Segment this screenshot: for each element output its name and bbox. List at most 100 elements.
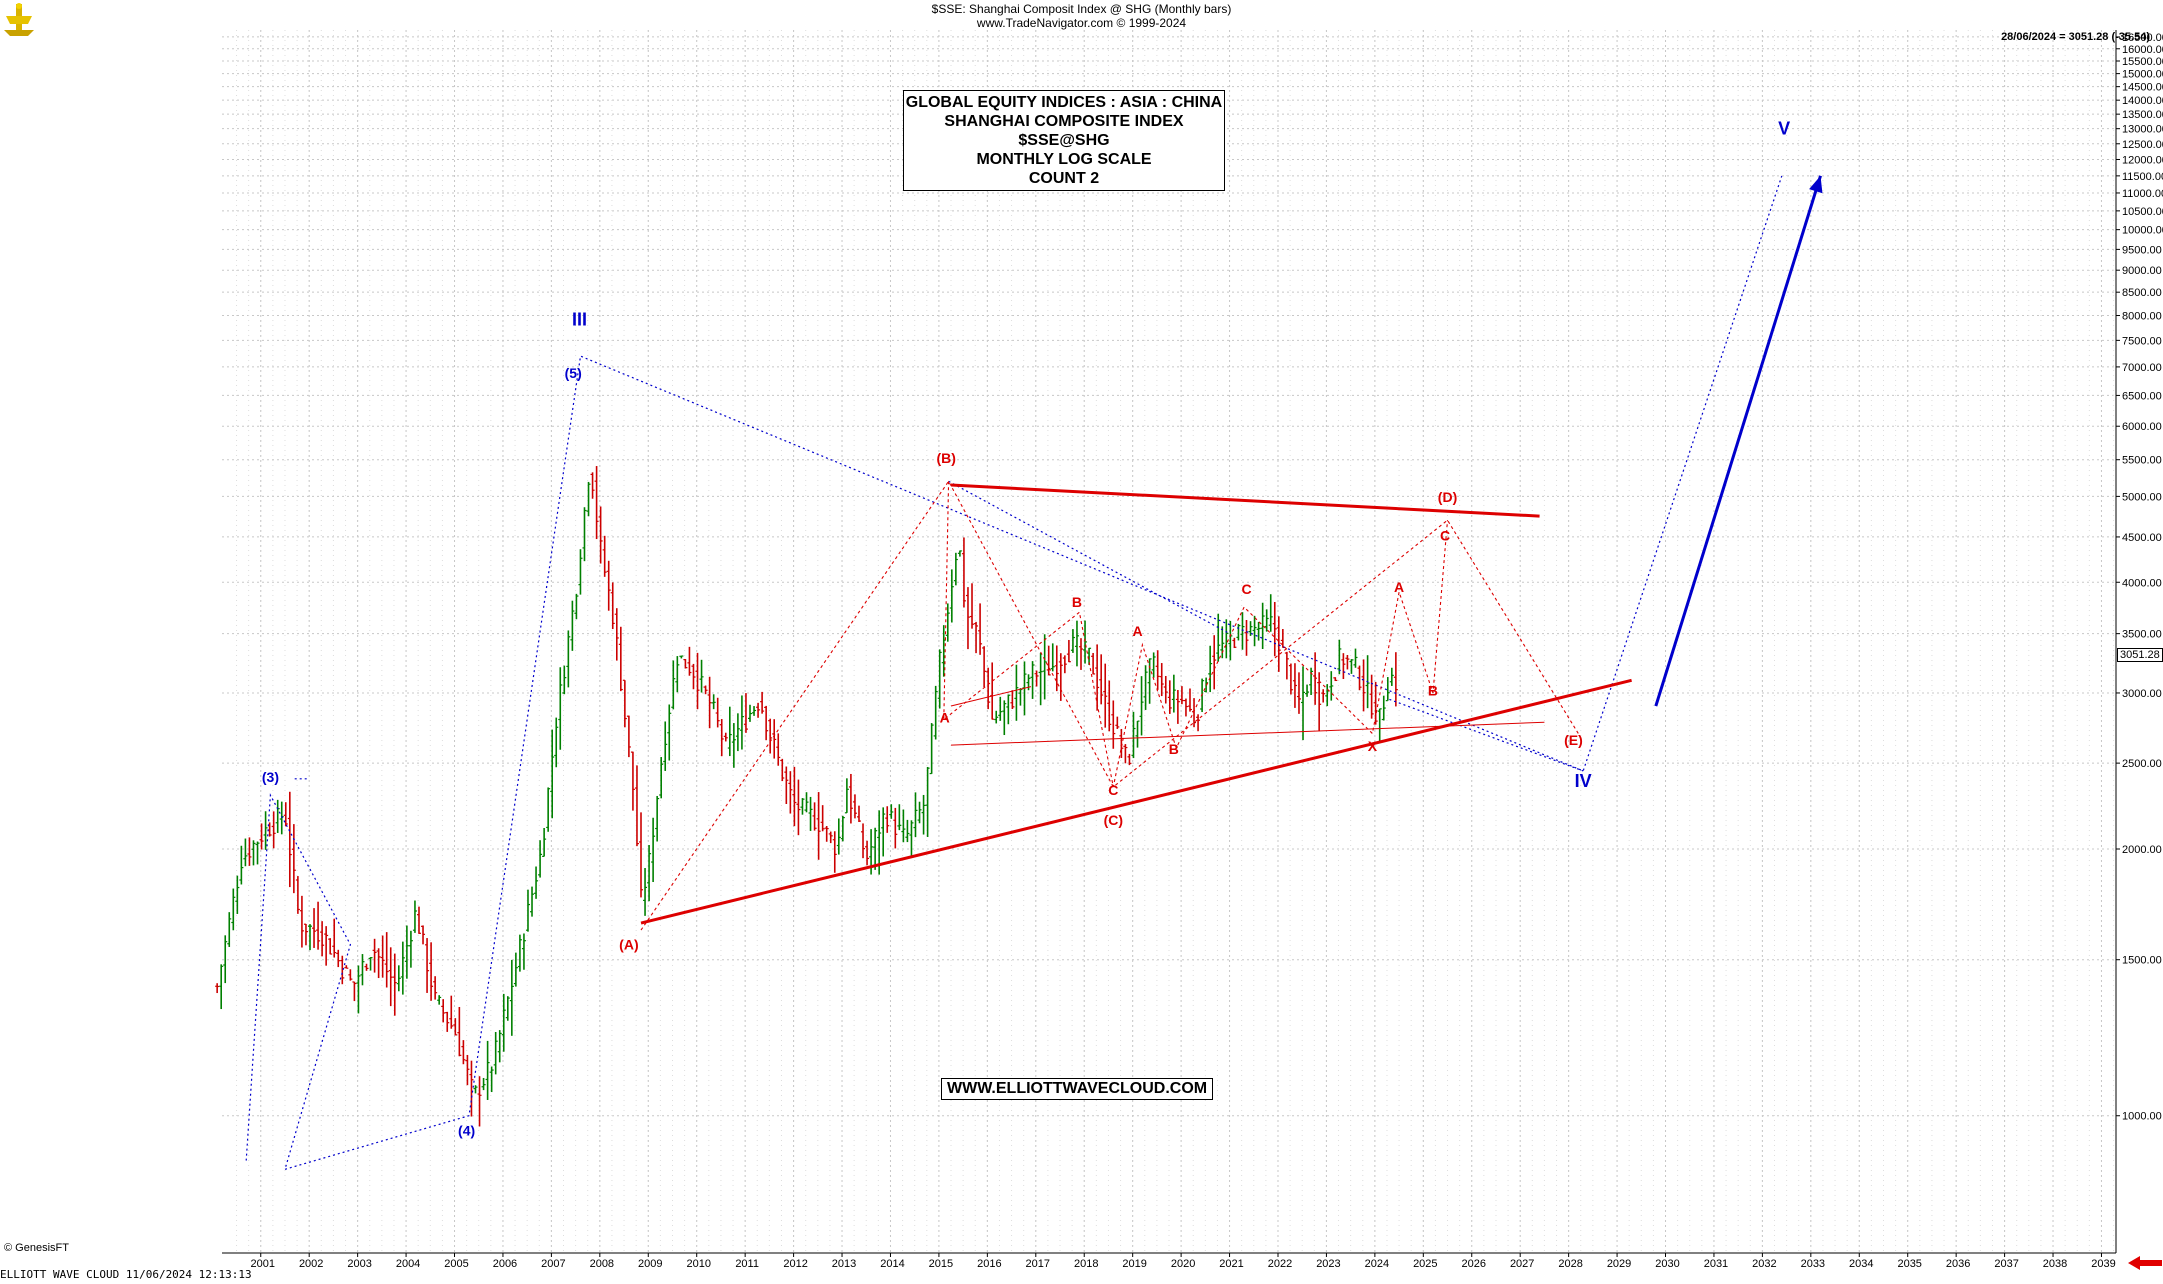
x-tick-label: 2008 (590, 1258, 614, 1270)
wave-label: III (572, 309, 587, 329)
chart-header-title: $SSE: Shanghai Composit Index @ SHG (Mon… (931, 2, 1232, 16)
y-tick-label: 11000.00 (2122, 188, 2163, 200)
info-line-5: COUNT 2 (1028, 170, 1100, 187)
x-tick-label: 2026 (1462, 1258, 1486, 1270)
red-wave-path (640, 480, 1579, 931)
x-tick-label: 2025 (1413, 1258, 1437, 1270)
y-tick-label: 10500.00 (2122, 206, 2163, 218)
x-tick-label: 2003 (347, 1258, 371, 1270)
wave-label: (5) (565, 365, 582, 381)
y-tick-label: 8500.00 (2122, 287, 2162, 299)
footer-caption: ELLIOTT WAVE CLOUD 11/06/2024 12:13:13 (0, 1268, 252, 1281)
price-bars (215, 466, 1398, 1127)
y-tick-label: 11500.00 (2122, 171, 2163, 183)
x-tick-label: 2019 (1122, 1258, 1146, 1270)
x-tick-label: 2001 (251, 1258, 275, 1270)
x-tick-label: 2033 (1801, 1258, 1825, 1270)
x-tick-label: 2037 (1994, 1258, 2018, 1270)
trade-navigator-logo-icon (4, 3, 34, 36)
blue-wave-path (245, 793, 352, 1170)
last-value-box: 3051.28 (2117, 648, 2163, 662)
scroll-arrow-left-icon[interactable] (2128, 1256, 2162, 1270)
y-tick-label: 4000.00 (2122, 577, 2162, 589)
y-tick-label: 7000.00 (2122, 362, 2162, 374)
wave-label: (3) (262, 769, 279, 785)
x-tick-label: 2035 (1897, 1258, 1921, 1270)
axes: 1000.00 1500.00 2000.00 2500.00 3000.00 3500.… (222, 30, 2163, 1270)
x-tick-label: 2014 (880, 1258, 904, 1270)
wave-label: X (1368, 738, 1378, 754)
wave-label: B (1072, 594, 1082, 610)
wave-label: A (1394, 579, 1404, 595)
y-tick-label: 2000.00 (2122, 844, 2162, 856)
y-tick-label: 6000.00 (2122, 421, 2162, 433)
x-tick-label: 2023 (1316, 1258, 1340, 1270)
x-tick-label: 2034 (1849, 1258, 1873, 1270)
x-tick-label: 2038 (2043, 1258, 2067, 1270)
website-url-box: WWW.ELLIOTTWAVECLOUD.COM (941, 1078, 1214, 1100)
x-tick-label: 2015 (929, 1258, 953, 1270)
x-tick-label: 2018 (1074, 1258, 1098, 1270)
wave-lines (245, 175, 1823, 1170)
y-tick-label: 9000.00 (2122, 265, 2162, 277)
x-tick-label: 2009 (638, 1258, 662, 1270)
blue-wave-path (1389, 698, 1584, 772)
x-tick-label: 2011 (735, 1258, 759, 1270)
y-tick-label: 14500.00 (2122, 82, 2163, 94)
info-line-3: $SSE@SHG (1018, 132, 1110, 149)
x-tick-label: 2006 (493, 1258, 517, 1270)
info-line-4: MONTHLY LOG SCALE (976, 151, 1152, 168)
chart-info-box: GLOBAL EQUITY INDICES : ASIA : CHINA SHA… (903, 90, 1225, 191)
y-tick-label: 6500.00 (2122, 390, 2162, 402)
blue-wave-path (948, 480, 1230, 635)
y-tick-label: 13000.00 (2122, 124, 2163, 136)
y-tick-label: 8000.00 (2122, 311, 2162, 323)
y-tick-label: 10000.00 (2122, 225, 2163, 237)
y-tick-label: 1500.00 (2122, 955, 2162, 967)
x-tick-label: 2020 (1171, 1258, 1195, 1270)
wave-labels: III (5) (3) (4) V IV (A) (B) (C) (D) (E) A B C A B C X A B C (262, 119, 1790, 1139)
wave-label: V (1778, 119, 1790, 139)
chart-header-copyright: www.TradeNavigator.com © 1999-2024 (976, 16, 1187, 30)
wave-label: (4) (458, 1122, 475, 1138)
y-tick-label: 1000.00 (2122, 1111, 2162, 1123)
data-credit: © GenesisFT (4, 1242, 69, 1254)
y-tick-label: 12000.00 (2122, 154, 2163, 166)
wave-label: (E) (1564, 732, 1583, 748)
x-tick-label: 2030 (1655, 1258, 1679, 1270)
y-tick-label: 15500.00 (2122, 56, 2163, 68)
x-tick-label: 2016 (977, 1258, 1001, 1270)
y-tick-label: 9500.00 (2122, 244, 2162, 256)
y-tick-label: 5000.00 (2122, 491, 2162, 503)
red-trendline (951, 721, 1545, 746)
wave-label: IV (1575, 771, 1592, 791)
info-line-2: SHANGHAI COMPOSITE INDEX (944, 113, 1184, 130)
x-tick-label: 2027 (1510, 1258, 1534, 1270)
chart-grid (222, 30, 2116, 1253)
wave-label: C (1241, 581, 1251, 597)
x-tick-label: 2039 (2091, 1258, 2115, 1270)
y-tick-label: 4500.00 (2122, 532, 2162, 544)
x-tick-label: 2005 (444, 1258, 468, 1270)
blue-wave-path (284, 175, 1783, 1170)
y-tick-label: 16000.00 (2122, 44, 2163, 56)
x-tick-label: 2010 (686, 1258, 710, 1270)
x-tick-label: 2013 (832, 1258, 856, 1270)
x-tick-label: 2022 (1268, 1258, 1292, 1270)
y-tick-label: 14000.00 (2122, 95, 2163, 107)
projection-arrow-line (1654, 175, 1822, 707)
x-tick-label: 2036 (1946, 1258, 1970, 1270)
y-tick-label: 5500.00 (2122, 455, 2162, 467)
y-tick-label: 3500.00 (2122, 629, 2162, 641)
x-tick-label: 2012 (783, 1258, 807, 1270)
x-tick-label: 2028 (1558, 1258, 1582, 1270)
wave-label: (D) (1438, 489, 1457, 505)
x-tick-label: 2021 (1219, 1258, 1243, 1270)
x-tick-label: 2024 (1365, 1258, 1389, 1270)
x-tick-label: 2004 (396, 1258, 420, 1270)
red-trendline (640, 678, 1632, 925)
x-tick-label: 2017 (1026, 1258, 1050, 1270)
wave-label: (A) (619, 937, 638, 953)
wave-label: A (940, 709, 950, 725)
